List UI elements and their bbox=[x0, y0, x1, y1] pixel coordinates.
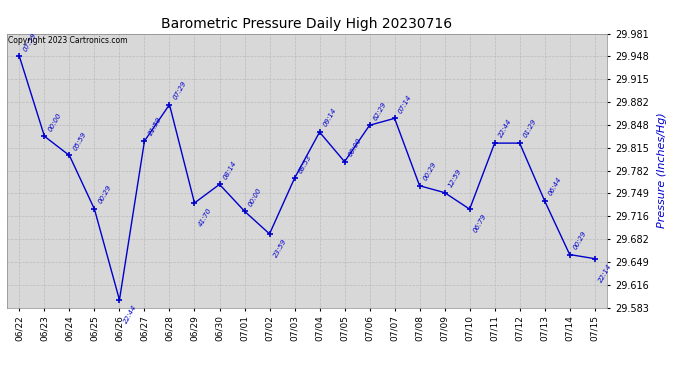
Text: 41:70: 41:70 bbox=[197, 207, 213, 228]
Text: 23:59: 23:59 bbox=[273, 238, 288, 259]
Text: Copyright 2023 Cartronics.com: Copyright 2023 Cartronics.com bbox=[8, 36, 127, 45]
Text: 08:14: 08:14 bbox=[222, 160, 237, 180]
Text: 00:29: 00:29 bbox=[97, 184, 112, 205]
Text: 07:14: 07:14 bbox=[397, 93, 413, 114]
Text: 09:14: 09:14 bbox=[322, 107, 337, 128]
Y-axis label: Pressure (Inches/Hg): Pressure (Inches/Hg) bbox=[657, 113, 667, 228]
Text: 00:29: 00:29 bbox=[573, 230, 588, 251]
Text: 06:79: 06:79 bbox=[473, 213, 488, 234]
Text: 22:44: 22:44 bbox=[122, 304, 137, 325]
Text: 01:29: 01:29 bbox=[522, 118, 538, 139]
Text: 05:59: 05:59 bbox=[72, 130, 88, 152]
Text: 07:29: 07:29 bbox=[172, 80, 188, 100]
Text: 00:00: 00:00 bbox=[47, 111, 63, 132]
Text: 21:59: 21:59 bbox=[147, 116, 163, 137]
Text: 22:14: 22:14 bbox=[598, 263, 613, 284]
Text: 12:59: 12:59 bbox=[447, 168, 463, 189]
Text: 06:44: 06:44 bbox=[547, 176, 563, 197]
Text: 62:29: 62:29 bbox=[373, 100, 388, 121]
Text: 22:44: 22:44 bbox=[497, 118, 513, 139]
Text: 00:00: 00:00 bbox=[347, 137, 363, 158]
Text: 00:00: 00:00 bbox=[247, 186, 263, 207]
Text: 07:59: 07:59 bbox=[22, 32, 37, 52]
Text: 68:53: 68:53 bbox=[297, 153, 313, 174]
Title: Barometric Pressure Daily High 20230716: Barometric Pressure Daily High 20230716 bbox=[161, 17, 453, 31]
Text: 00:29: 00:29 bbox=[422, 161, 437, 182]
